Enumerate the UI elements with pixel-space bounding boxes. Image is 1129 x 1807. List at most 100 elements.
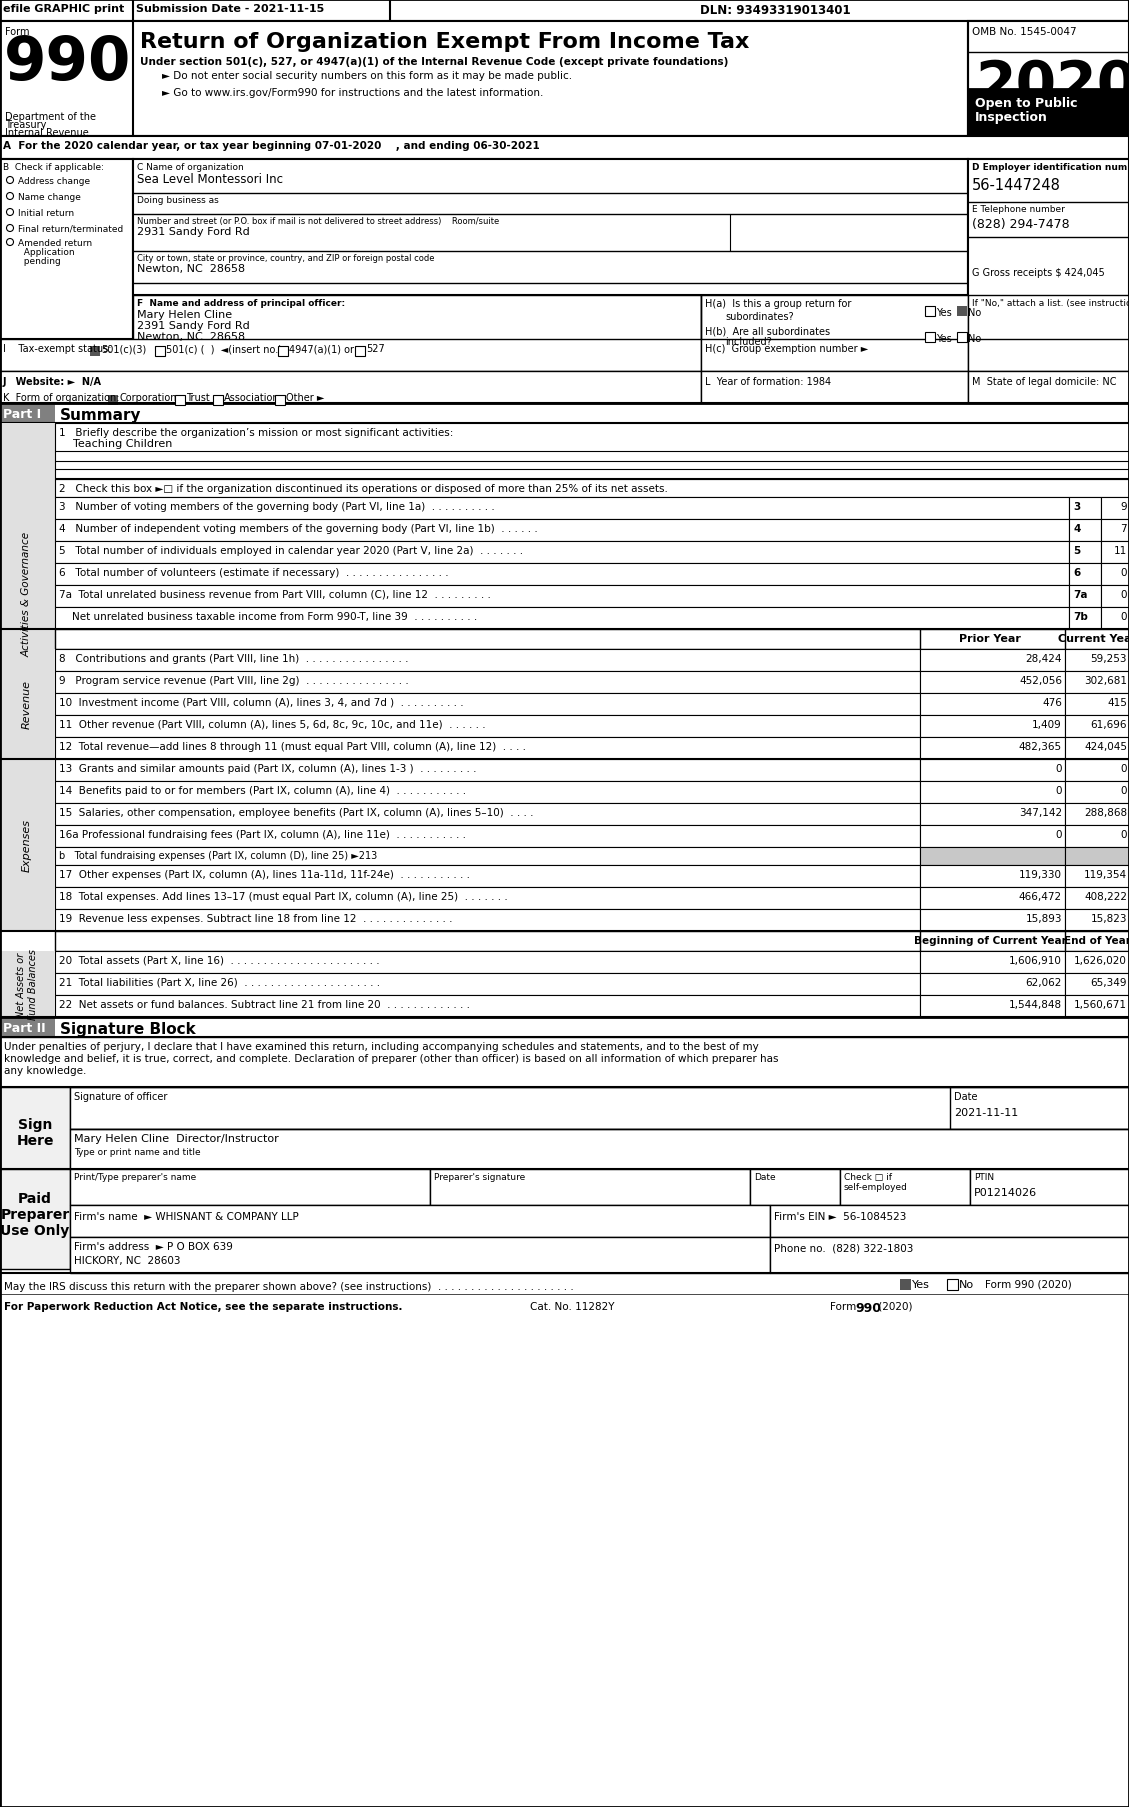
Text: OMB No. 1545-0047: OMB No. 1545-0047 — [972, 27, 1077, 36]
Bar — [1065, 804, 1129, 826]
Circle shape — [7, 210, 14, 217]
Bar — [968, 340, 1129, 372]
Text: subordinates?: subordinates? — [725, 313, 794, 322]
Text: Date: Date — [754, 1173, 776, 1182]
Text: pending: pending — [18, 257, 61, 266]
Text: Mary Helen Cline  Director/Instructor: Mary Helen Cline Director/Instructor — [75, 1133, 279, 1144]
Text: 527: 527 — [366, 343, 385, 354]
Text: 10  Investment income (Part VIII, column (A), lines 3, 4, and 7d )  . . . . . . : 10 Investment income (Part VIII, column … — [59, 698, 464, 708]
Text: Revenue: Revenue — [21, 679, 32, 728]
Text: 7: 7 — [1120, 524, 1127, 533]
Bar — [970, 1169, 1129, 1205]
Text: 0: 0 — [1120, 829, 1127, 840]
Text: Trust: Trust — [186, 392, 210, 403]
Text: 11: 11 — [1113, 546, 1127, 557]
Text: Number and street (or P.O. box if mail is not delivered to street address)    Ro: Number and street (or P.O. box if mail i… — [137, 217, 499, 226]
Text: 0: 0 — [1056, 786, 1062, 795]
Text: Mary Helen Cline: Mary Helen Cline — [137, 309, 233, 320]
Text: ► Do not enter social security numbers on this form as it may be made public.: ► Do not enter social security numbers o… — [161, 70, 572, 81]
Text: 347,142: 347,142 — [1018, 808, 1062, 817]
Bar — [1065, 887, 1129, 909]
Bar — [1069, 497, 1101, 520]
Text: 1,560,671: 1,560,671 — [1074, 999, 1127, 1010]
Bar — [920, 804, 1065, 826]
Text: 0: 0 — [1056, 829, 1062, 840]
Bar — [55, 564, 1069, 585]
Text: Association: Association — [224, 392, 280, 403]
Bar — [55, 737, 920, 759]
Text: 1,409: 1,409 — [1032, 719, 1062, 730]
Text: 4947(a)(1) or: 4947(a)(1) or — [289, 343, 355, 354]
Bar — [920, 887, 1065, 909]
Bar — [55, 909, 920, 931]
Text: 15,823: 15,823 — [1091, 914, 1127, 923]
Text: Print/Type preparer's name: Print/Type preparer's name — [75, 1173, 196, 1182]
Text: efile GRAPHIC print: efile GRAPHIC print — [3, 4, 124, 14]
Bar — [920, 737, 1065, 759]
Text: 0: 0 — [1056, 764, 1062, 773]
Bar — [920, 694, 1065, 716]
Bar — [750, 1169, 840, 1205]
Bar — [1065, 672, 1129, 694]
Text: Part II: Part II — [3, 1021, 45, 1034]
Text: 452,056: 452,056 — [1019, 676, 1062, 685]
Text: I    Tax-exempt status:: I Tax-exempt status: — [3, 343, 112, 354]
Text: Prior Year: Prior Year — [959, 634, 1021, 643]
Bar — [920, 952, 1065, 974]
Text: Yes: Yes — [936, 307, 952, 318]
Bar — [1101, 497, 1129, 520]
Bar — [55, 931, 1129, 952]
Text: 119,330: 119,330 — [1019, 869, 1062, 880]
Text: DLN: 93493319013401: DLN: 93493319013401 — [700, 4, 850, 16]
Bar — [133, 296, 701, 396]
Bar — [55, 585, 1069, 607]
Bar — [925, 332, 935, 343]
Bar — [70, 1205, 770, 1238]
Text: G Gross receipts $ 424,045: G Gross receipts $ 424,045 — [972, 267, 1105, 278]
Bar — [55, 974, 920, 996]
Text: 28,424: 28,424 — [1025, 654, 1062, 663]
Text: Newton, NC  28658: Newton, NC 28658 — [137, 332, 245, 342]
Text: 466,472: 466,472 — [1018, 891, 1062, 902]
Text: 7a  Total unrelated business revenue from Part VIII, column (C), line 12  . . . : 7a Total unrelated business revenue from… — [59, 589, 491, 600]
Bar — [108, 396, 119, 407]
Text: Firm's EIN ►  56-1084523: Firm's EIN ► 56-1084523 — [774, 1211, 907, 1222]
Text: 119,354: 119,354 — [1084, 869, 1127, 880]
Bar — [55, 694, 920, 716]
Text: Net Assets or
Fund Balances: Net Assets or Fund Balances — [16, 949, 37, 1019]
Text: Yes: Yes — [936, 334, 952, 343]
Text: Final return/terminated: Final return/terminated — [18, 224, 123, 233]
Text: 0: 0 — [1120, 764, 1127, 773]
Circle shape — [7, 177, 14, 184]
Text: K  Form of organization:: K Form of organization: — [3, 392, 120, 403]
Text: 56-1447248: 56-1447248 — [972, 177, 1061, 193]
Bar — [949, 1088, 1129, 1129]
Bar — [55, 542, 1069, 564]
Text: Firm's name  ► WHISNANT & COMPANY LLP: Firm's name ► WHISNANT & COMPANY LLP — [75, 1211, 299, 1222]
Text: 476: 476 — [1042, 698, 1062, 708]
Text: C Name of organization: C Name of organization — [137, 163, 244, 172]
Text: 415: 415 — [1108, 698, 1127, 708]
Text: If "No," attach a list. (see instructions): If "No," attach a list. (see instruction… — [972, 298, 1129, 307]
Bar — [1065, 866, 1129, 887]
Text: Teaching Children: Teaching Children — [73, 439, 173, 448]
Bar — [920, 672, 1065, 694]
Text: 59,253: 59,253 — [1091, 654, 1127, 663]
Text: Under penalties of perjury, I declare that I have examined this return, includin: Under penalties of perjury, I declare th… — [5, 1041, 759, 1052]
Text: Part I: Part I — [3, 408, 41, 421]
Text: Name change: Name change — [18, 193, 81, 202]
Bar — [920, 847, 1065, 866]
Bar — [55, 804, 920, 826]
Text: Form: Form — [5, 27, 29, 36]
Bar — [0, 425, 55, 764]
Bar — [70, 1088, 1129, 1129]
Text: any knowledge.: any knowledge. — [5, 1066, 87, 1075]
Bar — [957, 332, 968, 343]
Text: 501(c)(3): 501(c)(3) — [100, 343, 147, 354]
Bar — [55, 651, 920, 672]
Text: 22  Net assets or fund balances. Subtract line 21 from line 20  . . . . . . . . : 22 Net assets or fund balances. Subtract… — [59, 999, 470, 1010]
Text: Net unrelated business taxable income from Form 990-T, line 39  . . . . . . . . : Net unrelated business taxable income fr… — [59, 611, 478, 622]
Bar — [920, 782, 1065, 804]
Text: Treasury: Treasury — [5, 119, 46, 130]
Bar — [1065, 826, 1129, 847]
